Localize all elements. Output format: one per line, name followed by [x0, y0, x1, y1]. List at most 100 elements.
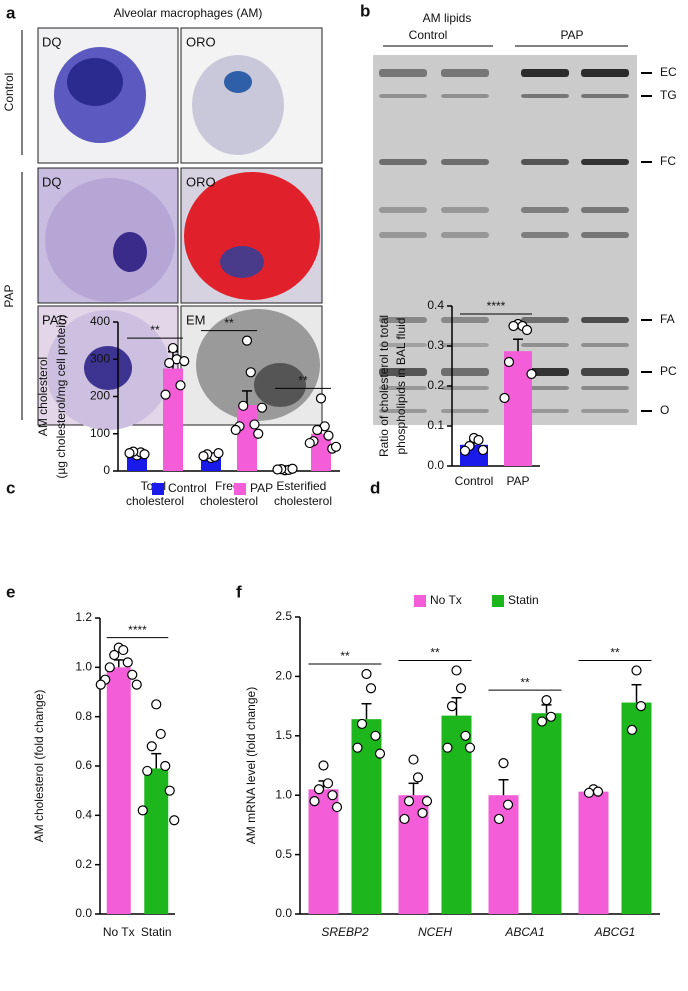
bar — [106, 667, 131, 914]
group-label: Control — [409, 28, 448, 42]
significance-label: ** — [340, 649, 350, 663]
data-point — [403, 796, 415, 807]
panel-title: AM lipids — [423, 11, 472, 25]
data-point — [536, 716, 548, 727]
data-point — [313, 784, 325, 795]
image-label: EM — [186, 312, 206, 327]
data-point — [122, 657, 133, 668]
data-point — [179, 356, 190, 367]
bar — [578, 791, 609, 914]
data-point — [109, 649, 120, 661]
significance-label: **** — [128, 623, 147, 637]
gel-band — [581, 409, 629, 413]
gel-band — [441, 232, 489, 238]
panel-label: c — [6, 478, 15, 497]
band-label: TG — [660, 88, 677, 102]
data-point — [583, 787, 595, 798]
data-point — [421, 796, 433, 807]
y-axis-label: (µg cholesterol/mg cell protein) — [54, 314, 68, 478]
group-label: PAP — [560, 28, 583, 42]
data-point — [287, 463, 298, 474]
gel-band — [379, 368, 427, 376]
y-tick-label: 1.5 — [275, 728, 292, 742]
nucleus — [254, 363, 306, 407]
data-point — [541, 695, 552, 706]
data-point — [256, 402, 268, 413]
y-tick-label: 1.0 — [75, 660, 92, 674]
data-point — [139, 449, 150, 460]
x-tick-label: PAP — [506, 474, 529, 488]
image-label: DQ — [42, 174, 62, 189]
data-point — [230, 424, 241, 436]
nucleus — [113, 232, 147, 272]
gel-band — [521, 409, 569, 413]
legend-label: No Tx — [430, 593, 462, 607]
bar — [144, 768, 169, 914]
data-point — [626, 724, 638, 735]
gel-band — [441, 368, 489, 376]
image-label: DQ — [42, 34, 62, 49]
legend-swatch — [152, 483, 164, 495]
data-point — [521, 324, 533, 336]
gel-band — [379, 317, 427, 323]
bar — [504, 351, 532, 466]
nucleus — [220, 246, 264, 278]
data-point — [365, 683, 377, 694]
gel-band — [441, 159, 489, 165]
image-label: ORO — [186, 34, 216, 49]
y-tick-label: 0.2 — [75, 857, 92, 871]
y-tick-label: 0.4 — [75, 808, 92, 822]
gel-band — [581, 159, 629, 165]
legend-swatch — [414, 595, 426, 607]
y-axis-label: AM cholesterol (fold change) — [32, 690, 46, 843]
x-tick-label: NCEH — [418, 925, 452, 939]
panel-label: e — [6, 582, 15, 601]
gel-band — [379, 207, 427, 213]
gel-band — [441, 69, 489, 77]
data-point — [464, 742, 476, 753]
y-axis-label: AM cholesterol — [36, 357, 50, 436]
data-point — [146, 741, 157, 752]
y-axis-label: AM mRNA level (fold change) — [244, 687, 258, 844]
gel-bands — [379, 69, 629, 413]
gel-band — [521, 343, 569, 347]
data-point — [417, 807, 428, 819]
significance-label: ** — [298, 374, 308, 388]
gel-band — [379, 159, 427, 165]
data-point — [451, 665, 462, 676]
y-tick-label: 0.0 — [427, 458, 444, 472]
data-point — [272, 464, 283, 475]
x-tick-label: No Tx — [103, 925, 135, 939]
data-point — [164, 785, 175, 796]
legend-label: Statin — [508, 593, 539, 607]
data-point — [253, 428, 264, 439]
data-point — [399, 813, 410, 825]
data-point — [352, 742, 363, 753]
gel-band — [441, 343, 489, 347]
x-tick-label: Esterified cholesterol — [274, 479, 332, 508]
data-point — [370, 730, 381, 741]
image-label: PAS — [42, 312, 67, 327]
bar — [531, 713, 562, 914]
data-point — [164, 357, 175, 369]
data-point — [304, 437, 315, 449]
y-tick-label: 1.2 — [75, 610, 92, 624]
data-point — [503, 356, 515, 368]
data-point — [323, 430, 334, 441]
gel-band — [521, 317, 569, 323]
data-point — [315, 393, 327, 404]
y-tick-label: 200 — [90, 389, 110, 403]
data-point — [455, 683, 467, 694]
significance-label: ** — [224, 316, 234, 330]
data-point — [127, 669, 138, 680]
data-point — [160, 760, 171, 772]
y-tick-label: 0.2 — [427, 378, 444, 392]
gel-band — [581, 207, 629, 213]
micrographs — [37, 27, 323, 430]
data-point — [169, 815, 180, 826]
data-point — [142, 765, 153, 777]
gel-band — [441, 94, 489, 98]
band-label: PC — [660, 364, 677, 378]
y-tick-label: 0.0 — [75, 906, 92, 920]
data-point — [442, 742, 453, 753]
